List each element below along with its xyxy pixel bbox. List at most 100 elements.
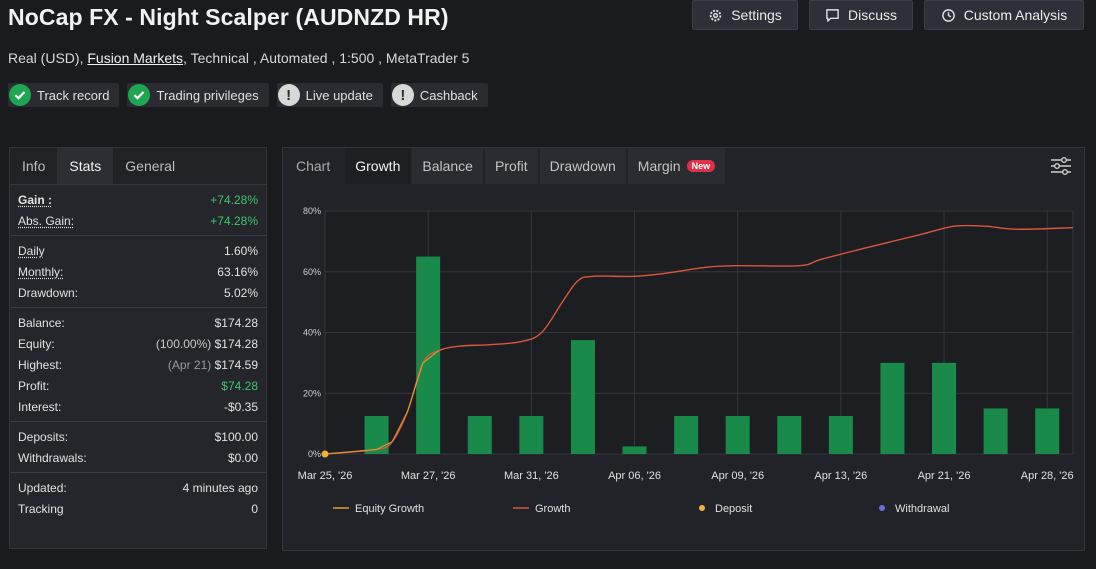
stat-label[interactable]: Monthly: [18, 264, 64, 279]
stats-tabs: Info Stats General [10, 148, 266, 185]
divider [10, 421, 266, 422]
stat-label[interactable]: Gain : [18, 192, 53, 207]
stat-updated: Updated: 4 minutes ago [10, 477, 266, 498]
legend-swatch-dot [699, 505, 705, 511]
stat-profit: Profit: $74.28 [10, 375, 266, 396]
tab-info[interactable]: Info [22, 158, 46, 174]
discuss-label: Discuss [847, 7, 897, 23]
chart-tabs: Chart Growth Balance Profit Drawdown Mar… [283, 148, 1084, 184]
tab-general[interactable]: General [125, 158, 176, 174]
stat-label: Interest: [18, 399, 62, 414]
stat-label: Updated: [18, 480, 67, 495]
stat-value: 63.16% [217, 264, 258, 279]
stat-value: $174.28 [214, 336, 258, 351]
deposit-point [321, 450, 329, 458]
tab-chart[interactable]: Chart [296, 158, 331, 174]
x-tick-label: Apr 28, '26 [1021, 470, 1074, 482]
stat-abs-gain: Abs. Gain: +74.28% [10, 210, 266, 231]
badge-track-record[interactable]: Track record [8, 83, 120, 107]
new-badge: New [686, 160, 716, 172]
stat-value: 0 [251, 501, 258, 516]
legend-swatch-dot [879, 505, 885, 511]
badge-label: Track record [37, 87, 110, 103]
stat-highest: Highest: (Apr 21) $174.59 [10, 354, 266, 375]
x-tick-label: Apr 06, '26 [608, 470, 661, 482]
check-icon [128, 84, 151, 106]
stat-gain: Gain : +74.28% [10, 189, 266, 210]
bar [725, 416, 750, 454]
x-tick-label: Apr 09, '26 [711, 470, 764, 482]
legend-label: Equity Growth [355, 503, 424, 515]
stat-deposits: Deposits: $100.00 [10, 426, 266, 447]
badge-label: Live update [305, 87, 373, 103]
filter-sliders-icon[interactable] [1050, 156, 1072, 176]
stat-note: (100.00%) [155, 336, 212, 351]
divider [10, 472, 266, 473]
exclamation-icon: ! [277, 84, 300, 106]
tab-profit[interactable]: Profit [484, 148, 538, 184]
x-tick-label: Apr 13, '26 [814, 470, 867, 482]
stat-equity: Equity: (100.00%) $174.28 [10, 333, 266, 354]
bar [519, 416, 544, 454]
tab-margin[interactable]: Margin New [627, 148, 726, 184]
clock-icon [941, 8, 955, 22]
stat-value: +74.28% [210, 192, 258, 207]
divider [10, 235, 266, 236]
bar [622, 446, 647, 454]
stat-label: Profit: [18, 378, 50, 393]
chat-icon [826, 8, 839, 22]
badge-trading-privileges[interactable]: Trading privileges [127, 83, 269, 107]
x-tick-label: Mar 31, '26 [504, 470, 559, 482]
settings-label: Settings [731, 7, 782, 23]
stat-label[interactable]: Abs. Gain: [18, 213, 75, 228]
y-tick-label: 80% [303, 206, 321, 216]
x-tick-label: Mar 25, '26 [298, 470, 353, 482]
gear-icon [709, 9, 722, 21]
bar [880, 362, 905, 454]
tab-stats[interactable]: Stats [57, 148, 114, 184]
badge-label: Trading privileges [156, 87, 259, 103]
legend-label: Growth [535, 503, 570, 515]
stat-label: Equity: [18, 336, 55, 351]
bar [1035, 408, 1060, 454]
account-details: , Technical , Automated , 1:500 , MetaTr… [183, 50, 470, 66]
tab-drawdown[interactable]: Drawdown [539, 148, 626, 184]
discuss-button[interactable]: Discuss [809, 0, 913, 30]
account-type: Real (USD), [8, 50, 84, 66]
stat-label: Balance: [18, 315, 65, 330]
badge-live-update[interactable]: ! Live update [276, 83, 383, 107]
stat-value: $74.28 [221, 378, 258, 393]
stat-value: $174.59 [214, 357, 258, 372]
stat-value: 1.60% [223, 243, 258, 258]
growth-series-line [324, 224, 1074, 455]
stat-monthly: Monthly: 63.16% [10, 261, 266, 282]
stat-daily: Daily 1.60% [10, 240, 266, 261]
tab-balance[interactable]: Balance [412, 148, 483, 184]
custom-analysis-button[interactable]: Custom Analysis [924, 0, 1084, 30]
verification-badges: Track record Trading privileges ! Live u… [8, 83, 488, 107]
badge-cashback[interactable]: ! Cashback [390, 83, 488, 107]
stats-panel: Info Stats General Gain : +74.28% Abs. Ga… [9, 147, 267, 549]
y-tick-label: 60% [303, 267, 321, 277]
stat-value: -$0.35 [223, 399, 258, 414]
stat-label[interactable]: Daily [18, 243, 45, 258]
bar [674, 416, 699, 454]
stat-value: 4 minutes ago [182, 480, 258, 495]
custom-analysis-label: Custom Analysis [963, 7, 1068, 23]
tab-growth[interactable]: Growth [345, 148, 411, 184]
y-tick-label: 20% [303, 388, 321, 398]
broker-link[interactable]: Fusion Markets [87, 50, 184, 66]
check-icon [9, 84, 31, 106]
stat-balance: Balance: $174.28 [10, 312, 266, 333]
settings-button[interactable]: Settings [692, 0, 798, 30]
exclamation-icon: ! [391, 84, 414, 106]
bar [983, 408, 1008, 454]
stat-label: Highest: [18, 357, 63, 372]
page-title: NoCap FX - Night Scalper (AUDNZD HR) [8, 4, 449, 30]
y-tick-label: 40% [303, 328, 321, 338]
stat-value: $100.00 [214, 429, 258, 444]
stat-label: Tracking [18, 501, 64, 516]
stat-value: $0.00 [227, 450, 258, 465]
divider [10, 307, 266, 308]
growth-chart: 0% 20% 40% 60% 80% Mar 25, '26 Mar 27, '26 Mar … [298, 206, 1074, 515]
